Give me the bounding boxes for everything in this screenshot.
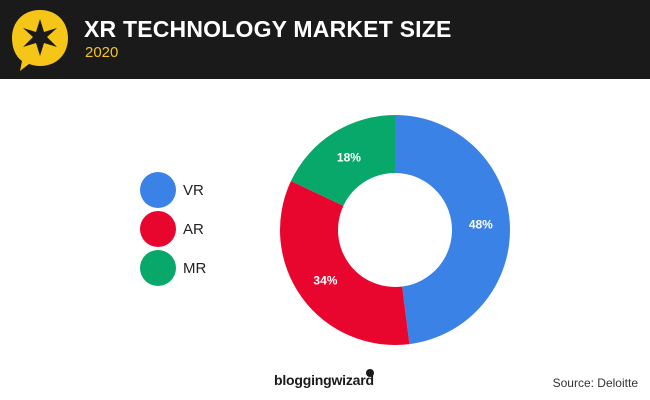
star-speech-bubble-icon bbox=[12, 10, 68, 71]
legend-item-vr: VR bbox=[140, 172, 260, 212]
source-note: Source: Deloitte bbox=[552, 376, 638, 390]
donut-slice-vr bbox=[395, 115, 510, 345]
legend-swatch-ar bbox=[140, 211, 176, 247]
donut-chart: 48% 34% 18% bbox=[280, 115, 510, 345]
brand-hat-icon bbox=[366, 369, 374, 377]
legend-swatch-vr bbox=[140, 172, 176, 208]
page-title: XR TECHNOLOGY MARKET SIZE bbox=[84, 16, 452, 42]
donut-slice-mr bbox=[290, 115, 395, 206]
legend-label-vr: VR bbox=[183, 182, 204, 199]
header-bar: XR TECHNOLOGY MARKET SIZE 2020 bbox=[0, 0, 650, 79]
page-subtitle: 2020 bbox=[85, 44, 119, 61]
donut-slice-ar bbox=[280, 181, 410, 345]
legend-item-ar: AR bbox=[140, 211, 260, 251]
bloggingwizard-logo: bloggingwizard bbox=[270, 368, 390, 392]
data-label-ar: 34% bbox=[313, 274, 337, 288]
legend-item-mr: MR bbox=[140, 250, 260, 290]
data-label-mr: 18% bbox=[337, 150, 361, 164]
legend-label-mr: MR bbox=[183, 260, 207, 277]
legend-label-ar: AR bbox=[183, 221, 204, 238]
brand-text: bloggingwizard bbox=[274, 372, 374, 388]
legend-swatch-mr bbox=[140, 250, 176, 286]
data-label-vr: 48% bbox=[469, 218, 493, 232]
